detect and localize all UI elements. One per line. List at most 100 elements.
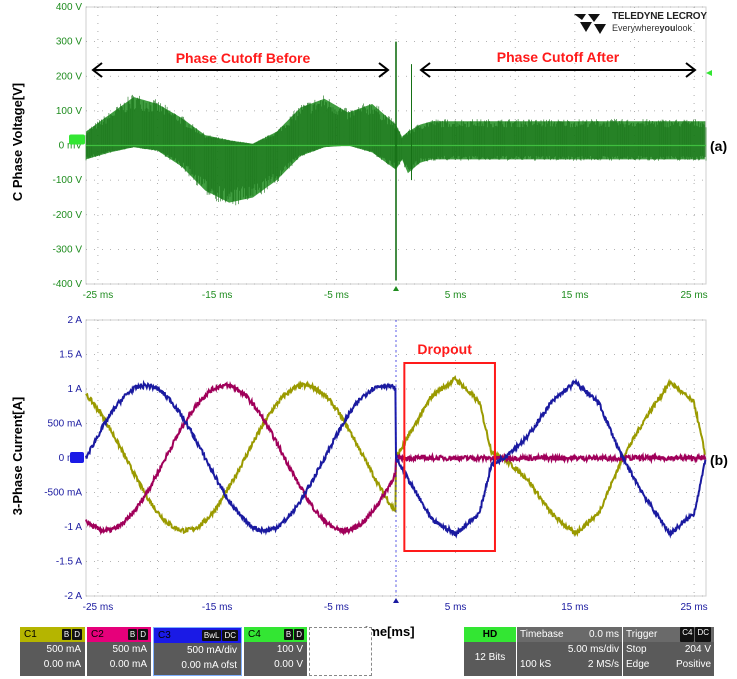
current-trace-c1 (85, 374, 706, 537)
current-y-tick-label: 2 A (68, 315, 83, 326)
trigger-slope: Positive (675, 659, 711, 670)
annotation-dropout: Dropout (417, 341, 472, 357)
trigger-box[interactable]: Trigger C4 DC Stop 204 V Edge Positive (623, 627, 714, 676)
current-x-tick-label: -25 ms (83, 602, 114, 613)
trigger-type: Edge (626, 659, 650, 670)
current-channel-badge[interactable] (70, 452, 84, 463)
voltage-x-tick-label: 25 ms (680, 290, 707, 301)
hd-indicator[interactable]: HD 12 Bits (464, 627, 516, 676)
timebase-delay: 0.0 ms (588, 629, 619, 640)
voltage-y-tick-label: -400 V (53, 279, 83, 290)
voltage-y-tick-label: 200 V (56, 71, 82, 82)
channel-label: C2 (91, 629, 104, 640)
current-y-tick-label: -1.5 A (56, 557, 82, 568)
current-y-tick-label: 500 mA (48, 419, 83, 430)
channel-offset: 0.00 mA (109, 659, 147, 670)
channel-flag: B (61, 629, 72, 640)
channel-flag: B (283, 629, 294, 640)
teledyne-lecroy-logo: TELEDYNE LECROY Everywhereyoulook (572, 10, 712, 40)
channel-scale: 500 mA (112, 644, 147, 655)
channel-offset: 0.00 mA (43, 659, 81, 670)
channel-label: C1 (24, 629, 37, 640)
voltage-channel-badge[interactable] (69, 134, 85, 145)
trigger-mode: Stop (626, 644, 647, 655)
channel-scale: 100 V (276, 644, 303, 655)
channel-offset: 0.00 mA ofst (181, 660, 237, 671)
voltage-y-tick-label: 300 V (56, 37, 82, 48)
channel-flag: D (294, 629, 304, 640)
current-ylabel: 3-Phase Current[A] (10, 397, 25, 515)
voltage-x-tick-label: 15 ms (561, 290, 588, 301)
voltage-x-tick-label: -25 ms (83, 290, 114, 301)
channel-name: C4 B D (244, 627, 307, 642)
cutoff-after-arrow-head-right (685, 62, 697, 78)
trigger-coupling: DC (695, 627, 711, 642)
trigger-level: 204 V (684, 644, 711, 655)
timebase-div: 5.00 ms/div (567, 644, 619, 655)
channel-flag: D (138, 629, 148, 640)
channel-scale: 500 mA (46, 644, 81, 655)
current-y-tick-label: -2 A (64, 591, 82, 602)
current-x-tick-label: 5 ms (445, 602, 467, 613)
cutoff-before-arrow-head-right (378, 62, 390, 78)
timebase-rate: 2 MS/s (587, 659, 619, 670)
channel-label: C3 (158, 630, 171, 641)
timebase-box[interactable]: Timebase 0.0 ms 5.00 ms/div 100 kS 2 MS/s (517, 627, 622, 676)
channel-flag: D (72, 629, 82, 640)
hd-label: HD (464, 627, 516, 642)
trigger-label: Trigger (626, 629, 658, 640)
channel-box-c3[interactable]: C3 BwL DC 500 mA/div 0.00 mA ofst (153, 627, 242, 676)
voltage-trace (85, 94, 707, 206)
channel-flag: B (127, 629, 138, 640)
current-y-tick-label: 1 A (68, 384, 83, 395)
voltage-y-tick-label: 100 V (56, 106, 82, 117)
channel-name: C3 BwL DC (154, 628, 241, 643)
current-x-tick-label: -5 ms (324, 602, 349, 613)
voltage-y-tick-label: 0 mV (59, 141, 83, 152)
trigger-level-marker (706, 70, 712, 76)
brand-name: TELEDYNE LECROY (612, 11, 707, 22)
brand-tagline: Everywhereyoulook (612, 23, 693, 33)
channel-name: C2 B D (87, 627, 151, 642)
channel-label: C4 (248, 629, 261, 640)
channel-box-c2[interactable]: C2 B D 500 mA 0.00 mA (87, 627, 151, 676)
channel-scale: 500 mA/div (186, 645, 237, 656)
channel-box-c4[interactable]: C4 B D 100 V 0.00 V (244, 627, 307, 676)
current-x-tick-label: -15 ms (202, 602, 233, 613)
current-x-tick-label: 15 ms (561, 602, 588, 613)
channel-flag: BwL (201, 630, 222, 641)
voltage-y-tick-label: 400 V (56, 2, 82, 13)
current-trace-c3 (85, 378, 707, 539)
annotation-after: Phase Cutoff After (497, 49, 620, 65)
voltage-trigger-marker (393, 286, 399, 291)
trigger-channel: C4 (680, 627, 695, 642)
empty-channel-slot[interactable] (309, 627, 372, 676)
channel-flag: DC (222, 630, 238, 641)
panel-label-a: (a) (710, 138, 727, 154)
timebase-samples: 100 kS (520, 659, 552, 670)
cutoff-before-arrow-head-left (91, 62, 103, 78)
timebase-label: Timebase (520, 629, 564, 640)
channel-name: C1 B D (20, 627, 85, 642)
voltage-y-tick-label: -200 V (53, 210, 83, 221)
voltage-x-tick-label: 5 ms (445, 290, 467, 301)
annotation-before: Phase Cutoff Before (176, 50, 311, 66)
panel-label-b: (b) (710, 452, 728, 468)
current-y-tick-label: -1 A (64, 522, 82, 533)
cutoff-after-arrow-head-left (419, 62, 431, 78)
current-y-tick-label: -500 mA (44, 488, 82, 499)
current-x-tick-label: 25 ms (680, 602, 707, 613)
voltage-x-tick-label: -15 ms (202, 290, 233, 301)
current-y-tick-label: 1.5 A (59, 350, 82, 361)
voltage-y-tick-label: -100 V (53, 175, 83, 186)
teledyne-logo-icon (574, 14, 606, 34)
channel-offset: 0.00 V (274, 659, 303, 670)
voltage-panel: 400 V 300 V 200 V 100 V 0 mV -100 V -200 V -300… (53, 2, 712, 301)
voltage-x-tick-label: -5 ms (324, 290, 349, 301)
voltage-y-tick-label: -300 V (53, 244, 83, 255)
dropout-box (403, 362, 496, 552)
channel-box-c1[interactable]: C1 B D 500 mA 0.00 mA (20, 627, 85, 676)
current-trigger-marker (393, 598, 399, 603)
